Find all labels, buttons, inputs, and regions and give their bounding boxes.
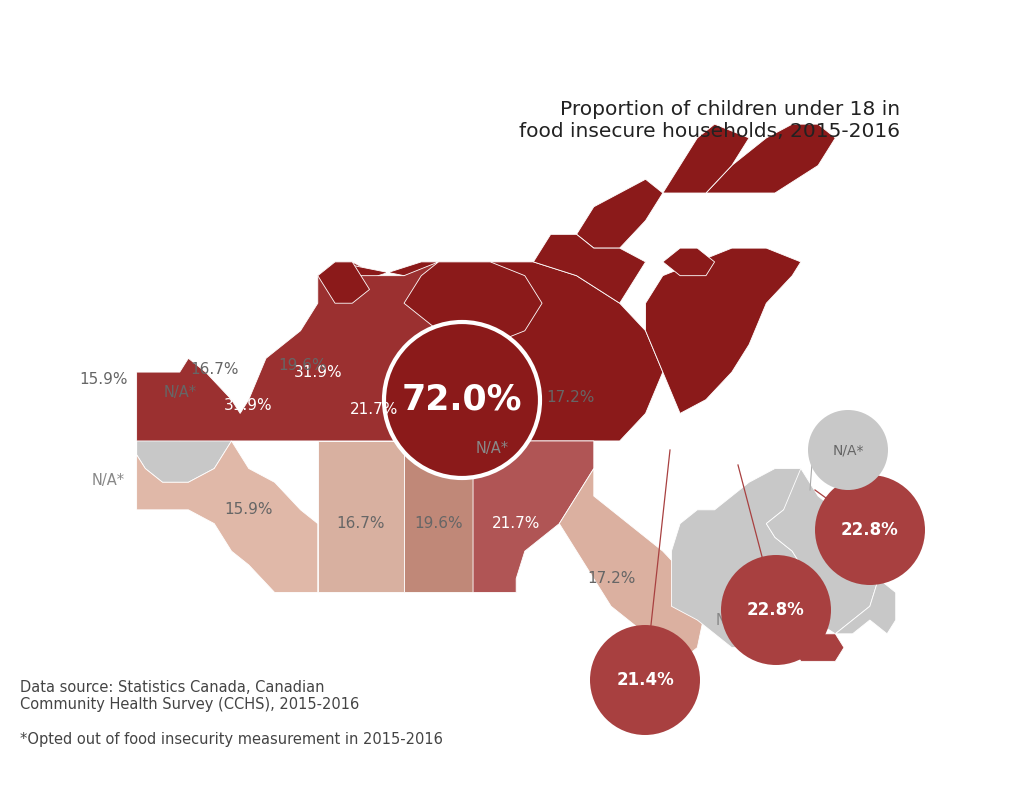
Polygon shape (793, 620, 844, 662)
Circle shape (808, 410, 888, 490)
Text: 16.7%: 16.7% (190, 362, 240, 378)
Polygon shape (577, 180, 663, 248)
Polygon shape (663, 124, 750, 193)
Polygon shape (869, 538, 896, 565)
Text: N/A*: N/A* (833, 443, 864, 457)
Polygon shape (473, 441, 594, 592)
Polygon shape (136, 441, 317, 592)
Text: 22.8%: 22.8% (748, 601, 805, 619)
Text: 17.2%: 17.2% (546, 390, 594, 406)
Polygon shape (836, 579, 896, 634)
Polygon shape (317, 441, 404, 592)
Polygon shape (534, 234, 645, 303)
Text: N/A*: N/A* (715, 613, 749, 628)
Text: 72.0%: 72.0% (401, 383, 522, 417)
Polygon shape (317, 262, 663, 441)
Polygon shape (404, 441, 473, 592)
Text: 15.9%: 15.9% (80, 373, 128, 387)
Text: 15.9%: 15.9% (224, 502, 273, 518)
Polygon shape (801, 627, 818, 637)
Text: 19.6%: 19.6% (415, 516, 463, 531)
Text: N/A*: N/A* (91, 473, 125, 488)
Polygon shape (317, 262, 370, 303)
Polygon shape (775, 606, 801, 647)
Polygon shape (766, 469, 879, 634)
Text: 31.9%: 31.9% (223, 398, 272, 412)
Circle shape (590, 625, 700, 735)
Text: 21.7%: 21.7% (350, 402, 398, 418)
Text: 19.6%: 19.6% (279, 357, 328, 373)
Polygon shape (136, 358, 241, 482)
Text: 17.2%: 17.2% (587, 572, 635, 586)
Text: N/A*: N/A* (163, 386, 197, 400)
Circle shape (815, 475, 925, 585)
Text: Data source: Statistics Canada, Canadian
Community Health Survey (CCHS), 2015-20: Data source: Statistics Canada, Canadian… (20, 680, 442, 747)
Polygon shape (404, 262, 542, 345)
Polygon shape (136, 262, 438, 441)
Polygon shape (663, 248, 715, 275)
Text: 22.8%: 22.8% (841, 521, 899, 539)
Polygon shape (559, 469, 706, 689)
Text: Proportion of children under 18 in
food insecure households, 2015-2016: Proportion of children under 18 in food … (519, 100, 900, 141)
Circle shape (384, 322, 540, 478)
Polygon shape (645, 248, 801, 414)
Polygon shape (672, 469, 801, 647)
Circle shape (721, 555, 831, 665)
Text: 16.7%: 16.7% (337, 516, 385, 531)
Text: 21.4%: 21.4% (616, 671, 674, 689)
Polygon shape (706, 124, 836, 193)
Text: N/A*: N/A* (475, 440, 509, 456)
Text: 31.9%: 31.9% (294, 365, 342, 380)
Text: 21.7%: 21.7% (492, 516, 541, 531)
